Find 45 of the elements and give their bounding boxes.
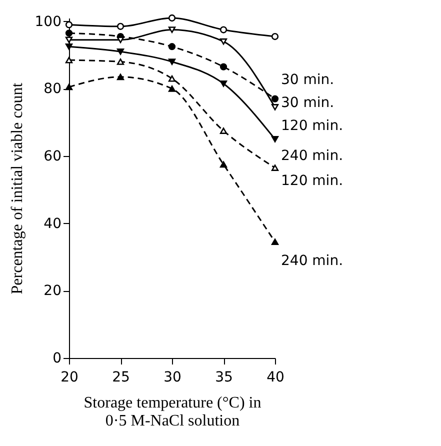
point	[168, 43, 176, 50]
point	[220, 26, 228, 34]
point	[168, 75, 176, 82]
y-tick-label: 60	[44, 148, 62, 165]
point	[220, 161, 228, 168]
y-tick-label: 80	[44, 81, 62, 98]
point	[168, 14, 176, 22]
y-tick-label: 0	[52, 350, 62, 366]
x-tick-label: 35	[215, 370, 233, 386]
point	[65, 84, 73, 90]
point	[271, 104, 279, 110]
x-axis-title: Storage temperature (°C) in 0·5 M-NaCl solution	[84, 394, 262, 430]
point	[168, 26, 176, 33]
text: 120 min.	[281, 173, 344, 189]
text: 240 min.	[281, 253, 344, 269]
text: 30 min.	[281, 95, 334, 111]
x-tick-label: 20	[60, 370, 78, 386]
point	[220, 63, 228, 70]
y-tick-label: 40	[44, 216, 62, 232]
point	[271, 238, 279, 246]
point	[116, 58, 124, 65]
y-tick-label: 20	[44, 283, 62, 300]
point	[271, 136, 279, 142]
y-axis-title: Percentage of initial viable count	[8, 82, 26, 294]
text: 30 min.	[281, 72, 334, 88]
point	[271, 95, 279, 102]
point	[65, 30, 73, 37]
point	[116, 36, 124, 44]
point	[220, 80, 228, 87]
point	[65, 43, 73, 50]
text: 120 min.	[281, 118, 344, 134]
point	[116, 48, 124, 55]
point	[116, 74, 124, 80]
x-tick-label: 30	[164, 370, 182, 386]
point	[220, 38, 228, 45]
x-tick-label: 40	[266, 370, 284, 386]
point	[271, 32, 279, 40]
x-tick-label: 25	[112, 370, 130, 386]
text: 240 min.	[281, 148, 344, 164]
point	[116, 22, 124, 30]
point	[168, 86, 176, 92]
point	[168, 58, 176, 65]
point	[220, 128, 228, 134]
point	[271, 164, 279, 171]
y-tick-label: 100	[34, 14, 62, 30]
